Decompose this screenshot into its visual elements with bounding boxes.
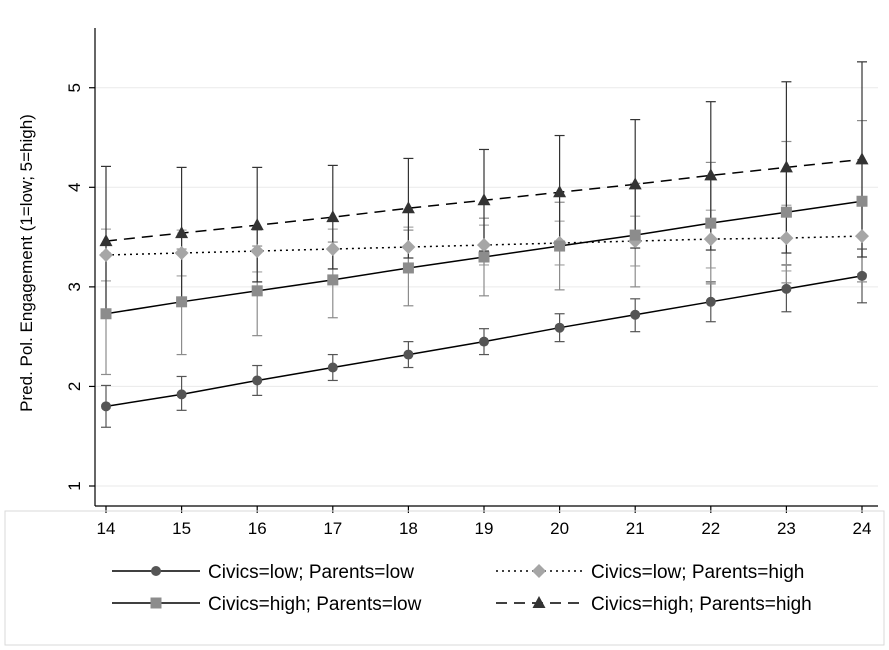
legend-key-marker [150,597,162,609]
data-point [629,229,641,241]
legend-key-marker [151,566,161,576]
legend-box [4,510,885,646]
data-point [856,195,868,207]
data-point [99,248,113,263]
data-point [402,262,414,274]
legend-key-marker [532,596,546,608]
data-point [250,218,264,231]
data-point [252,375,263,386]
data-point [703,232,718,247]
y-tick-label: 1 [65,481,84,490]
data-point [779,160,793,173]
data-point [327,362,338,373]
data-point [479,336,489,347]
x-tick-label: 21 [626,519,645,538]
data-point [554,240,566,252]
legend-label: Civics=low; Parents=high [591,562,804,583]
data-point [857,270,867,281]
data-point [100,308,112,320]
data-point [326,210,340,223]
data-point [781,283,792,294]
data-point [101,401,111,412]
data-point [553,185,567,198]
data-point [554,322,565,333]
legend-key-marker [532,564,546,578]
data-point [477,238,491,253]
y-tick-label: 4 [65,183,84,192]
x-tick-label: 19 [475,519,494,538]
y-tick-label: 3 [65,282,84,291]
x-tick-label: 16 [248,519,267,538]
data-point [478,251,490,263]
x-tick-label: 15 [172,519,191,538]
legend-label: Civics=high; Parents=low [208,594,422,615]
legend-label: Civics=low; Parents=low [208,562,414,583]
data-point [175,226,189,239]
data-point [401,201,415,214]
x-tick-label: 14 [97,519,116,538]
data-point [403,349,414,360]
data-point [780,206,792,218]
data-point [779,231,794,246]
x-tick-label: 24 [853,519,872,538]
data-point [176,389,187,400]
data-point [477,193,491,206]
x-tick-label: 22 [701,519,720,538]
series-markers [99,152,869,412]
data-point [250,244,265,259]
x-tick-label: 18 [399,519,418,538]
data-point [325,242,340,257]
data-point [401,240,416,255]
legend-label: Civics=high; Parents=high [591,594,812,615]
data-point [855,152,869,165]
y-tick-label: 5 [65,83,84,92]
x-tick-label: 20 [550,519,569,538]
data-point [705,217,717,229]
data-point [176,296,188,308]
x-tick-label: 17 [323,519,342,538]
data-point [855,229,869,244]
data-point [704,168,718,181]
x-tick-label: 23 [777,519,796,538]
y-axis-label: Pred. Pol. Engagement (1=low; 5=high) [17,114,36,412]
y-tick-label: 2 [65,382,84,391]
data-point [174,246,189,261]
data-point [99,234,113,247]
data-point [251,285,263,297]
data-point [628,177,642,190]
data-point [327,274,339,286]
legend: Civics=low; Parents=low Civics=low; Pare… [4,510,885,646]
data-point [705,296,716,307]
data-point [630,309,641,320]
